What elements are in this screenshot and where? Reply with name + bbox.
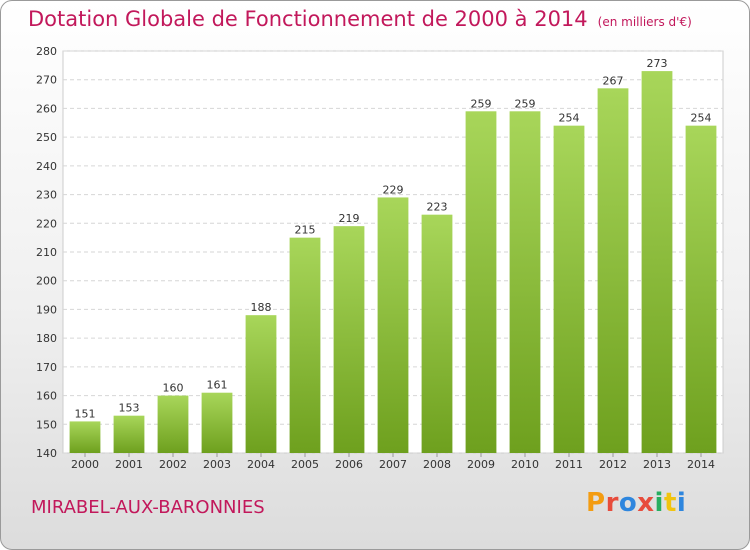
y-tick-label: 180 [36,332,57,345]
bar [421,214,453,453]
value-label: 267 [603,74,624,87]
x-tick-label: 2001 [115,458,143,471]
bar [289,237,321,453]
bar [641,71,673,453]
x-tick-label: 2004 [247,458,275,471]
y-tick-label: 260 [36,102,57,115]
y-tick-label: 190 [36,303,57,316]
value-label: 161 [207,379,228,392]
bar [509,111,541,454]
bar [157,395,189,453]
bar [69,421,101,453]
x-tick-label: 2009 [467,458,495,471]
bar [465,111,497,454]
value-label: 273 [647,57,668,70]
bars [69,71,717,454]
y-tick-label: 200 [36,275,57,288]
x-tick-label: 2013 [643,458,671,471]
value-label: 219 [339,212,360,225]
y-tick-label: 140 [36,447,57,460]
value-label: 188 [251,301,272,314]
unit-label: (en milliers d'€) [597,15,692,29]
x-tick-label: 2008 [423,458,451,471]
value-label: 259 [471,97,492,110]
value-label: 151 [75,407,96,420]
x-tick-label: 2007 [379,458,407,471]
y-tick-label: 160 [36,390,57,403]
x-tick-label: 2011 [555,458,583,471]
bar [377,197,409,453]
bar [597,88,629,453]
value-label: 215 [295,224,316,237]
x-tick-label: 2010 [511,458,539,471]
x-tick-label: 2003 [203,458,231,471]
bar [113,415,145,453]
labels: 140 150 160 170 180 190 200 210 220 230 240 250 260 2… [36,45,715,471]
y-tick-label: 150 [36,418,57,431]
y-tick-label: 270 [36,74,57,87]
chart-title: Dotation Globale de Fonctionnement de 20… [28,7,692,31]
y-tick-label: 210 [36,246,57,259]
y-tick-label: 280 [36,45,57,58]
value-label: 254 [691,112,712,125]
y-tick-label: 220 [36,217,57,230]
bar [553,125,585,454]
y-tick-label: 250 [36,131,57,144]
commune-name: MIRABEL-AUX-BARONNIES [31,497,265,518]
value-label: 259 [515,97,536,110]
x-tick-label: 2005 [291,458,319,471]
bar [685,125,717,454]
value-label: 160 [163,382,184,395]
x-tick-label: 2000 [71,458,99,471]
bar [333,226,365,453]
y-tick-label: 240 [36,160,57,173]
value-label: 229 [383,183,404,196]
value-label: 223 [427,201,448,214]
proxiti-logo: Proxiti [586,488,687,518]
y-tick-label: 170 [36,361,57,374]
x-tick-label: 2006 [335,458,363,471]
value-label: 254 [559,112,580,125]
x-tick-label: 2002 [159,458,187,471]
x-tick-label: 2014 [687,458,715,471]
bar [201,392,233,453]
bar [245,315,277,453]
value-label: 153 [119,402,140,415]
y-tick-label: 230 [36,189,57,202]
x-tick-label: 2012 [599,458,627,471]
